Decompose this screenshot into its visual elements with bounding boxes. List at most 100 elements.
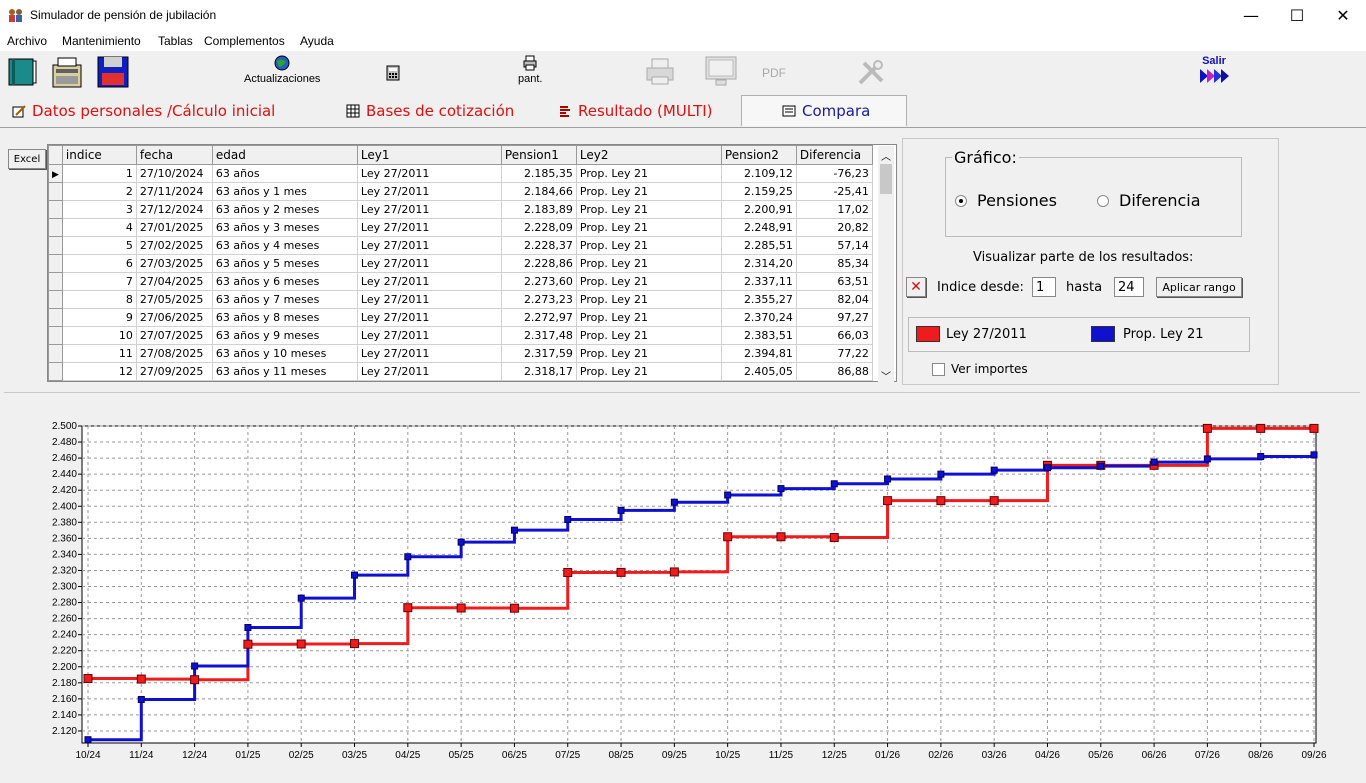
cell-diferencia[interactable]: 86,88 xyxy=(795,362,873,381)
cell-fecha[interactable]: 27/09/2025 xyxy=(135,362,213,381)
table-row[interactable]: ▶ 1 27/10/2024 63 años Ley 27/2011 2.185,35 Pr… xyxy=(48,164,873,183)
menu-complementos[interactable]: Complementos xyxy=(204,34,285,48)
cell-ley1[interactable]: Ley 27/2011 xyxy=(356,182,502,201)
cell-pension1[interactable]: 2.184,66 xyxy=(500,182,577,201)
cell-pension2[interactable]: 2.159,25 xyxy=(720,182,797,201)
cell-edad[interactable]: 63 años y 6 meses xyxy=(211,272,358,291)
menu-tablas[interactable]: Tablas xyxy=(158,34,193,48)
cell-ley1[interactable]: Ley 27/2011 xyxy=(356,164,502,183)
cell-ley2[interactable]: Prop. Ley 21 xyxy=(575,290,722,309)
row-indicator[interactable] xyxy=(48,254,63,273)
pdf-disabled-button[interactable]: PDF xyxy=(762,64,786,80)
cell-diferencia[interactable]: -25,41 xyxy=(795,182,873,201)
cell-fecha[interactable]: 27/01/2025 xyxy=(135,218,213,237)
cell-edad[interactable]: 63 años xyxy=(211,164,358,183)
cell-pension2[interactable]: 2.248,91 xyxy=(720,218,797,237)
book-button[interactable] xyxy=(6,55,38,87)
cell-ley2[interactable]: Prop. Ley 21 xyxy=(575,344,722,363)
cell-ley1[interactable]: Ley 27/2011 xyxy=(356,200,502,219)
menu-mantenimiento[interactable]: Mantenimiento xyxy=(62,34,141,48)
col-ley1[interactable]: Ley1 xyxy=(356,145,502,165)
cell-edad[interactable]: 63 años y 7 meses xyxy=(211,290,358,309)
cell-edad[interactable]: 63 años y 2 meses xyxy=(211,200,358,219)
grid-vertical-scrollbar[interactable]: ︿ ﹀ xyxy=(878,146,894,383)
ver-importes-checkbox[interactable] xyxy=(932,363,945,376)
desde-input[interactable]: 1 xyxy=(1032,277,1056,297)
cell-diferencia[interactable]: 20,82 xyxy=(795,218,873,237)
cell-pension2[interactable]: 2.394,81 xyxy=(720,344,797,363)
cell-ley2[interactable]: Prop. Ley 21 xyxy=(575,272,722,291)
cell-pension1[interactable]: 2.228,37 xyxy=(500,236,577,255)
row-indicator[interactable] xyxy=(48,182,63,201)
cell-indice[interactable]: 1 xyxy=(61,164,137,183)
col-pension2[interactable]: Pension2 xyxy=(720,145,797,165)
cell-indice[interactable]: 7 xyxy=(61,272,137,291)
menu-archivo[interactable]: Archivo xyxy=(7,34,48,48)
cell-edad[interactable]: 63 años y 9 meses xyxy=(211,326,358,345)
cell-pension1[interactable]: 2.318,17 xyxy=(500,362,577,381)
cell-pension1[interactable]: 2.185,35 xyxy=(500,164,577,183)
salir-button[interactable]: Salir xyxy=(1198,55,1230,85)
cell-pension1[interactable]: 2.273,23 xyxy=(500,290,577,309)
cell-ley1[interactable]: Ley 27/2011 xyxy=(356,362,502,381)
save-button[interactable] xyxy=(96,55,130,89)
row-indicator[interactable] xyxy=(48,362,63,381)
cell-indice[interactable]: 12 xyxy=(61,362,137,381)
monitor-disabled-button[interactable] xyxy=(704,55,738,87)
cell-pension1[interactable]: 2.228,09 xyxy=(500,218,577,237)
cell-diferencia[interactable]: -76,23 xyxy=(795,164,873,183)
cell-indice[interactable]: 10 xyxy=(61,326,137,345)
table-row[interactable]: 2 27/11/2024 63 años y 1 mes Ley 27/2011 2.1… xyxy=(48,182,873,201)
cell-pension1[interactable]: 2.317,48 xyxy=(500,326,577,345)
cell-fecha[interactable]: 27/03/2025 xyxy=(135,254,213,273)
cell-indice[interactable]: 5 xyxy=(61,236,137,255)
printer-disabled-button[interactable] xyxy=(644,55,676,87)
cell-pension1[interactable]: 2.228,86 xyxy=(500,254,577,273)
cell-ley1[interactable]: Ley 27/2011 xyxy=(356,290,502,309)
cell-indice[interactable]: 8 xyxy=(61,290,137,309)
cell-ley1[interactable]: Ley 27/2011 xyxy=(356,272,502,291)
row-indicator[interactable] xyxy=(48,218,63,237)
cell-fecha[interactable]: 27/12/2024 xyxy=(135,200,213,219)
cell-pension2[interactable]: 2.370,24 xyxy=(720,308,797,327)
cell-indice[interactable]: 3 xyxy=(61,200,137,219)
table-row[interactable]: 10 27/07/2025 63 años y 9 meses Ley 27/2011… xyxy=(48,326,873,345)
row-indicator[interactable] xyxy=(48,290,63,309)
col-edad[interactable]: edad xyxy=(211,145,358,165)
cell-diferencia[interactable]: 77,22 xyxy=(795,344,873,363)
table-row[interactable]: 6 27/03/2025 63 años y 5 meses Ley 27/2011 2… xyxy=(48,254,873,273)
cell-pension2[interactable]: 2.383,51 xyxy=(720,326,797,345)
cell-ley1[interactable]: Ley 27/2011 xyxy=(356,326,502,345)
cell-fecha[interactable]: 27/11/2024 xyxy=(135,182,213,201)
col-pension1[interactable]: Pension1 xyxy=(500,145,577,165)
radio-pensiones-dot[interactable] xyxy=(955,194,967,207)
cell-pension2[interactable]: 2.355,27 xyxy=(720,290,797,309)
cell-edad[interactable]: 63 años y 10 meses xyxy=(211,344,358,363)
cell-pension1[interactable]: 2.272,97 xyxy=(500,308,577,327)
col-fecha[interactable]: fecha xyxy=(135,145,213,165)
cell-pension2[interactable]: 2.109,12 xyxy=(720,164,797,183)
cell-ley2[interactable]: Prop. Ley 21 xyxy=(575,164,722,183)
cell-fecha[interactable]: 27/06/2025 xyxy=(135,308,213,327)
tab-datos-personales[interactable]: Datos personales /Cálculo inicial xyxy=(12,95,275,126)
row-indicator[interactable] xyxy=(48,344,63,363)
cash-register-button[interactable] xyxy=(50,55,84,89)
table-row[interactable]: 11 27/08/2025 63 años y 10 meses Ley 27/201… xyxy=(48,344,873,363)
minimize-button[interactable]: — xyxy=(1243,6,1259,25)
cell-ley1[interactable]: Ley 27/2011 xyxy=(356,254,502,273)
table-row[interactable]: 4 27/01/2025 63 años y 3 meses Ley 27/2011 2… xyxy=(48,218,873,237)
row-indicator[interactable] xyxy=(48,236,63,255)
row-indicator[interactable] xyxy=(48,308,63,327)
cell-ley1[interactable]: Ley 27/2011 xyxy=(356,344,502,363)
row-indicator[interactable]: ▶ xyxy=(48,164,63,183)
cell-diferencia[interactable]: 97,27 xyxy=(795,308,873,327)
excel-button[interactable]: Excel xyxy=(8,149,46,169)
scroll-down-icon[interactable]: ﹀ xyxy=(881,372,891,383)
print-screen-button[interactable]: pant. xyxy=(518,55,542,85)
cell-pension2[interactable]: 2.405,05 xyxy=(720,362,797,381)
col-diferencia[interactable]: Diferencia xyxy=(795,145,873,165)
cell-fecha[interactable]: 27/07/2025 xyxy=(135,326,213,345)
cell-pension2[interactable]: 2.285,51 xyxy=(720,236,797,255)
cell-edad[interactable]: 63 años y 5 meses xyxy=(211,254,358,273)
col-ley2[interactable]: Ley2 xyxy=(575,145,722,165)
